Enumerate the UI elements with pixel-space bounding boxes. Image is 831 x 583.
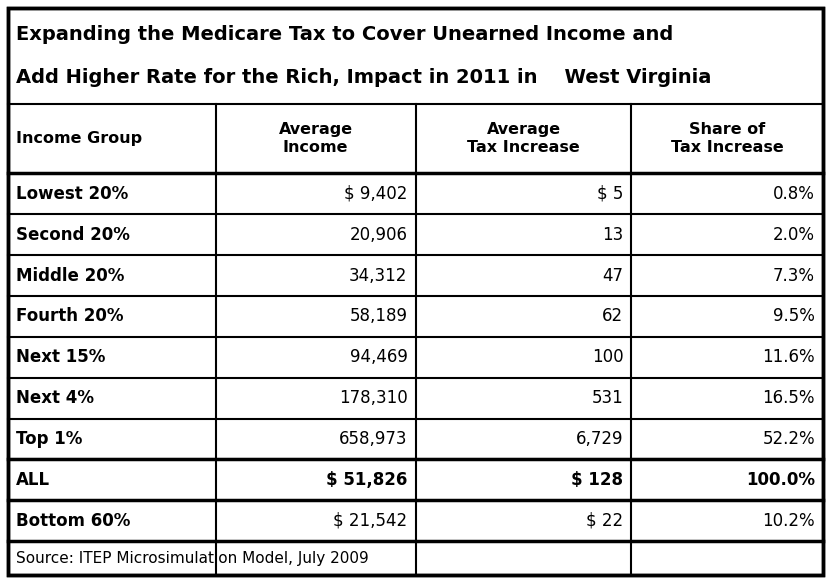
Text: 658,973: 658,973 [339, 430, 407, 448]
Text: Next 15%: Next 15% [16, 348, 106, 366]
Text: 11.6%: 11.6% [762, 348, 815, 366]
Text: 58,189: 58,189 [350, 307, 407, 325]
Text: Source: ITEP Microsimulation Model, July 2009: Source: ITEP Microsimulation Model, July… [16, 550, 369, 566]
Text: 178,310: 178,310 [339, 389, 407, 407]
Text: 94,469: 94,469 [350, 348, 407, 366]
Text: $ 21,542: $ 21,542 [333, 512, 407, 530]
Text: 2.0%: 2.0% [773, 226, 815, 244]
Text: Second 20%: Second 20% [16, 226, 130, 244]
Text: $ 128: $ 128 [572, 471, 623, 489]
Text: 100: 100 [592, 348, 623, 366]
Text: Top 1%: Top 1% [16, 430, 82, 448]
Text: 62: 62 [602, 307, 623, 325]
Text: 34,312: 34,312 [349, 266, 407, 285]
Text: Fourth 20%: Fourth 20% [16, 307, 124, 325]
Text: Middle 20%: Middle 20% [16, 266, 125, 285]
Text: ALL: ALL [16, 471, 50, 489]
Text: 16.5%: 16.5% [763, 389, 815, 407]
Text: 9.5%: 9.5% [773, 307, 815, 325]
Text: 52.2%: 52.2% [762, 430, 815, 448]
Text: 100.0%: 100.0% [746, 471, 815, 489]
Text: Add Higher Rate for the Rich, Impact in 2011 in    West Virginia: Add Higher Rate for the Rich, Impact in … [16, 68, 711, 87]
Text: Next 4%: Next 4% [16, 389, 94, 407]
Text: $ 9,402: $ 9,402 [344, 185, 407, 203]
Text: 13: 13 [602, 226, 623, 244]
Text: 47: 47 [602, 266, 623, 285]
Text: $ 5: $ 5 [597, 185, 623, 203]
Text: Expanding the Medicare Tax to Cover Unearned Income and: Expanding the Medicare Tax to Cover Unea… [16, 26, 673, 44]
Text: Average
Tax Increase: Average Tax Increase [467, 122, 580, 155]
Text: 531: 531 [592, 389, 623, 407]
Text: Average
Income: Average Income [278, 122, 352, 155]
Text: Bottom 60%: Bottom 60% [16, 512, 130, 530]
Text: 10.2%: 10.2% [762, 512, 815, 530]
Text: $ 22: $ 22 [587, 512, 623, 530]
Text: $ 51,826: $ 51,826 [326, 471, 407, 489]
Text: Income Group: Income Group [16, 131, 142, 146]
Text: 0.8%: 0.8% [773, 185, 815, 203]
Text: 6,729: 6,729 [576, 430, 623, 448]
Text: 7.3%: 7.3% [773, 266, 815, 285]
Text: Lowest 20%: Lowest 20% [16, 185, 128, 203]
Text: Share of
Tax Increase: Share of Tax Increase [671, 122, 784, 155]
Text: 20,906: 20,906 [350, 226, 407, 244]
